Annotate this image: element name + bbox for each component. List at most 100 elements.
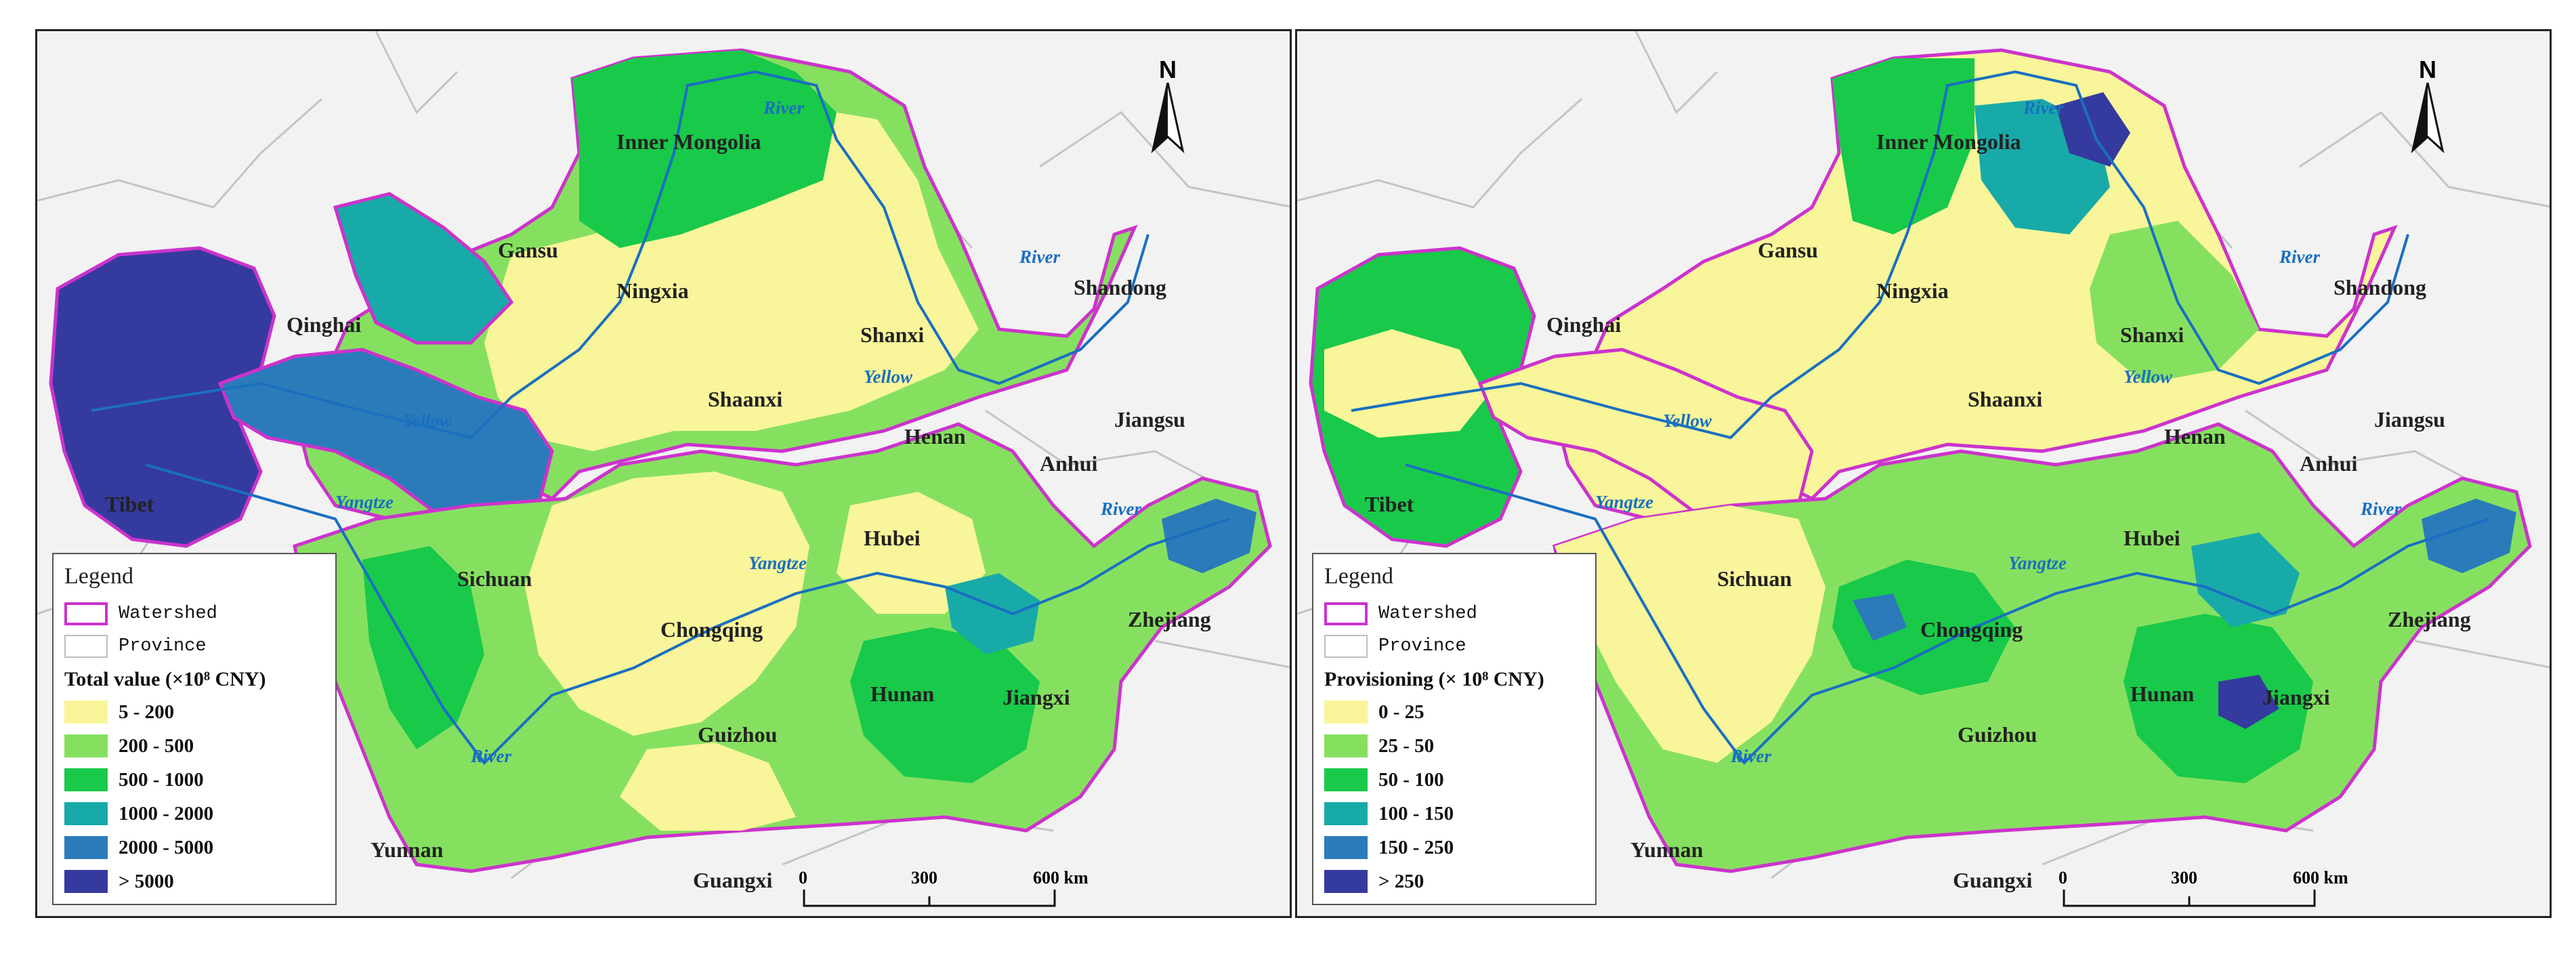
legend-class-2: 200 - 500 [64, 729, 324, 763]
north-letter: N [2419, 56, 2436, 83]
watershed-swatch [1324, 602, 1368, 625]
class-1-label: 0 - 25 [1378, 701, 1424, 723]
label-sichuan: Sichuan [457, 566, 532, 591]
label-yunnan: Yunnan [371, 837, 444, 862]
north-arrow: N [2401, 56, 2455, 157]
label-hubei: Hubei [864, 526, 921, 550]
class-2-swatch [1324, 734, 1368, 757]
label-shandong: Shandong [2334, 275, 2426, 299]
label-shanxi: Shanxi [860, 322, 925, 347]
label-guizhou: Guizhou [1958, 722, 2037, 747]
class-2-label: 25 - 50 [1378, 734, 1435, 757]
yangtze-label-west: Yangtze [335, 492, 394, 512]
legend-row-watershed: Watershed [64, 598, 324, 630]
yellow-label-east: Yellow [2124, 367, 2172, 387]
yangtze-yellow-zone-3 [837, 492, 986, 614]
label-inner-mongolia: Inner Mongolia [616, 129, 761, 154]
label-shandong: Shandong [1074, 275, 1166, 299]
yangtze-river-line [145, 463, 1230, 766]
scale-bar: 0 300 600 km [799, 868, 1089, 909]
label-jiangxi: Jiangxi [1002, 685, 1070, 709]
chongqing-dark-spot [1853, 593, 1907, 641]
river-label-delta: River [1101, 499, 1141, 519]
label-zhejiang: Zhejiang [1128, 607, 1211, 631]
ordos-region [572, 50, 837, 248]
scale-bar-line [803, 890, 1056, 907]
upper-yellow-basin [1553, 48, 2398, 521]
river-label-south: River [471, 746, 511, 766]
scale-label-300: 300 [2171, 868, 2197, 888]
legend-label-province: Province [119, 636, 207, 657]
label-henan: Henan [904, 424, 966, 449]
class-4-label: 1000 - 2000 [119, 802, 214, 825]
label-jiangsu: Jiangsu [2374, 407, 2445, 432]
river-label-lower: River [2279, 247, 2320, 267]
yangtze-label-west: Yangtze [1595, 492, 1654, 512]
label-anhui: Anhui [1040, 451, 1098, 476]
label-guangxi: Guangxi [1953, 868, 2033, 892]
label-chongqing: Chongqing [1920, 617, 2023, 642]
choropleth-map [1297, 31, 2550, 879]
map-panel-total-value: Inner Mongolia Gansu Ningxia Qinghai Sha… [35, 29, 1292, 918]
gansu-corridor [333, 192, 514, 345]
yangtze-yellow-zone-1 [525, 472, 809, 736]
jianghan-teal-zone [2191, 533, 2300, 627]
north-arrow-icon [1151, 83, 1185, 154]
river-label-upper: River [2023, 98, 2064, 118]
hunan-dark-spot [2218, 675, 2279, 729]
yangtze-yellow-zone-2 [620, 743, 796, 831]
label-tibet: Tibet [1365, 492, 1414, 516]
province-swatch [64, 635, 108, 658]
legend-class-1: 0 - 25 [1324, 695, 1584, 729]
scale-label-0: 0 [2058, 868, 2067, 888]
class-3-swatch [1324, 768, 1368, 791]
legend-title: Legend [1324, 564, 1393, 589]
legend-row-province: Province [64, 630, 324, 663]
class-6-label: > 250 [1378, 870, 1424, 892]
jianghan-teal-zone [945, 573, 1040, 654]
yellow-label-west: Yellow [1663, 411, 1712, 431]
label-anhui: Anhui [2300, 451, 2358, 476]
legend-class-3: 50 - 100 [1324, 763, 1584, 797]
scale-bar-line [2063, 890, 2316, 907]
class-5-label: 2000 - 5000 [119, 836, 214, 858]
yellow-label-east: Yellow [864, 367, 912, 387]
yellow-river-line [91, 70, 1149, 440]
choropleth-map [37, 31, 1290, 879]
chongqing-green-zone [1832, 560, 2015, 695]
class-4-swatch [64, 802, 108, 825]
legend-class-1: 5 - 200 [64, 695, 324, 729]
legend-class-6: > 5000 [64, 865, 324, 898]
label-ningxia: Ningxia [1876, 278, 1949, 303]
yellow-label-west: Yellow [403, 411, 452, 431]
yangtze-river-line [1405, 463, 2490, 766]
river-label-south: River [1731, 746, 1771, 766]
label-hunan: Hunan [870, 682, 935, 706]
sichuan-green-zone [362, 546, 484, 749]
class-2-swatch [64, 734, 108, 757]
label-henan: Henan [2164, 424, 2226, 449]
label-shaanxi: Shaanxi [708, 387, 783, 411]
legend-title: Legend [64, 564, 133, 589]
class-3-swatch [64, 768, 108, 791]
yangtze-delta-zone [1162, 499, 1257, 573]
sichuan-yellow-zone [1555, 505, 1825, 763]
ordos-region [1832, 58, 1975, 234]
label-shanxi: Shanxi [2120, 322, 2184, 347]
class-2-label: 200 - 500 [119, 734, 194, 757]
label-gansu: Gansu [1758, 238, 1818, 262]
river-label-upper: River [763, 98, 804, 118]
headwater-yellow [1324, 329, 1487, 438]
scale-label-300: 300 [911, 868, 937, 888]
label-jiangxi: Jiangxi [2262, 685, 2330, 709]
legend-field-title: Total value (×10⁸ CNY) [64, 668, 266, 690]
legend-class-6: > 250 [1324, 865, 1584, 898]
north-arrow-icon [2411, 83, 2445, 154]
legend-class-3: 500 - 1000 [64, 763, 324, 797]
scale-label-0: 0 [799, 868, 807, 888]
shanxi-green-patch [2090, 221, 2259, 383]
label-hunan: Hunan [2130, 682, 2195, 706]
map-panel-provisioning: Inner Mongolia Gansu Ningxia Qinghai Sha… [1295, 29, 2552, 918]
class-5-swatch [64, 836, 108, 859]
class-3-label: 50 - 100 [1378, 768, 1444, 791]
